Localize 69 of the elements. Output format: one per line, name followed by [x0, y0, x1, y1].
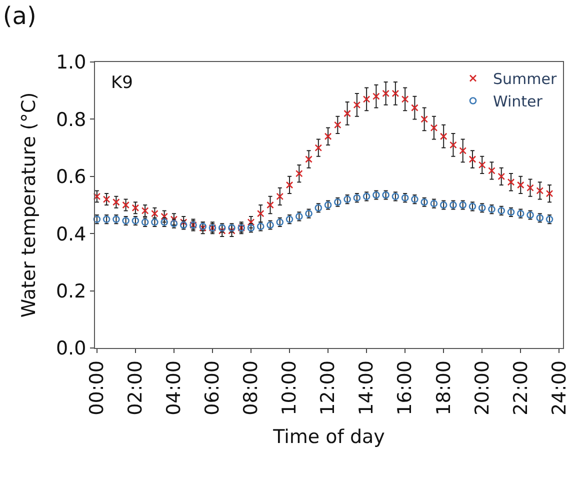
point [122, 201, 130, 209]
y-tick-label: 1.0 [56, 52, 86, 74]
point [459, 147, 466, 154]
point [93, 192, 101, 200]
x-tick-label: 20:00 [471, 360, 494, 416]
point [276, 192, 284, 200]
x-tick-label: 16:00 [394, 360, 416, 416]
point [353, 101, 361, 109]
point [507, 178, 515, 186]
point [344, 110, 351, 118]
y-tick-label: 0.8 [56, 108, 86, 131]
point [401, 96, 409, 103]
point [314, 144, 322, 152]
point [420, 116, 428, 123]
point [411, 104, 418, 112]
y-tick-label: 0.4 [56, 223, 86, 246]
x-tick-label: 12:00 [317, 360, 340, 416]
chart-title: (a) [2, 2, 36, 30]
point [132, 204, 140, 212]
x-tick-label: 04:00 [163, 360, 186, 416]
point [305, 156, 312, 163]
x-tick-label: 24:00 [548, 360, 570, 416]
point [392, 90, 400, 98]
point [478, 161, 486, 169]
x-tick-label: 10:00 [278, 360, 301, 416]
point [362, 96, 370, 103]
y-axis-title: Water temperature (°C) [18, 92, 40, 318]
point [526, 184, 534, 192]
point [141, 207, 149, 214]
y-tick-label: 0.6 [56, 166, 86, 188]
x-tick-label: 22:00 [510, 360, 532, 416]
point [430, 124, 438, 132]
point [160, 212, 168, 220]
x-tick-label: 00:00 [86, 360, 108, 416]
point [546, 190, 554, 198]
x-tick-label: 08:00 [240, 360, 262, 416]
point [516, 181, 524, 189]
point [498, 172, 506, 180]
point [372, 92, 380, 100]
point [266, 201, 274, 209]
point [324, 132, 332, 140]
legend-label: Winter [493, 92, 544, 111]
point [247, 218, 255, 226]
x-tick-label: 06:00 [202, 360, 224, 416]
x-tick-label: 18:00 [432, 360, 455, 416]
point [334, 121, 342, 129]
point [112, 198, 120, 206]
point [102, 196, 110, 203]
annotation: K9 [111, 73, 133, 93]
legend-label: Summer [493, 70, 558, 88]
point [296, 170, 303, 178]
point [440, 132, 448, 140]
point [536, 187, 544, 194]
point [450, 141, 457, 149]
point [151, 210, 158, 218]
point [170, 216, 178, 223]
x-tick-label: 14:00 [356, 360, 378, 416]
point [468, 156, 476, 163]
y-tick-label: 0.2 [56, 280, 86, 302]
point [382, 90, 390, 98]
point [228, 227, 236, 234]
point [286, 181, 294, 189]
y-tick-label: 0.0 [56, 338, 86, 360]
x-tick-label: 02:00 [124, 360, 147, 416]
point [218, 227, 226, 234]
point [180, 218, 188, 226]
x-axis-title: Time of day [272, 426, 385, 448]
point [256, 210, 264, 218]
point [488, 167, 496, 174]
